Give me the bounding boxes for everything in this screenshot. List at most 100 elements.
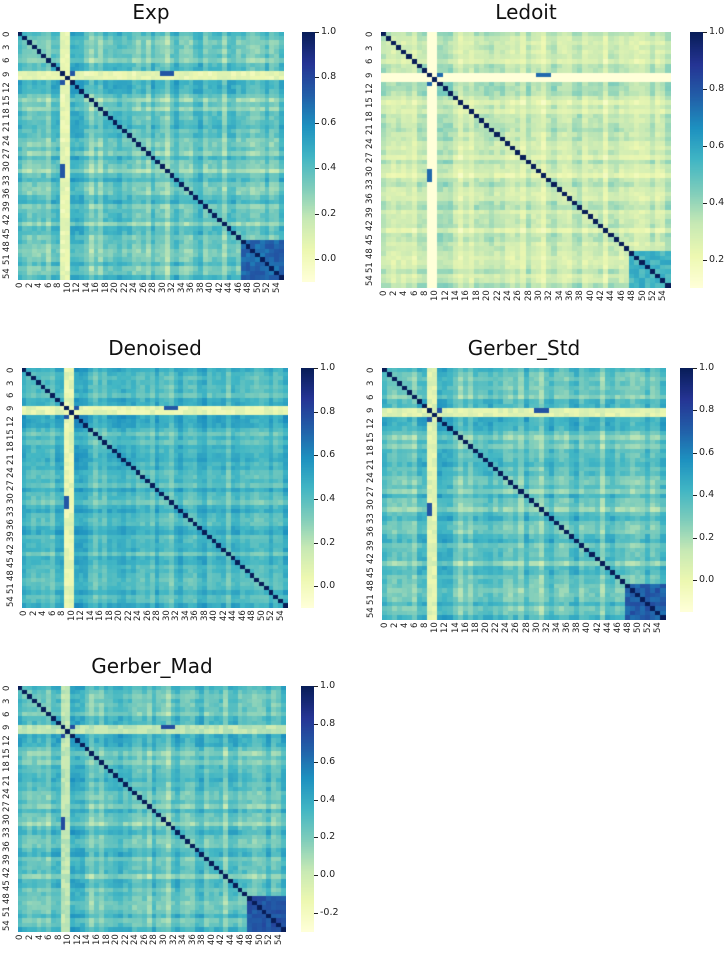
x-tick-label: 28 bbox=[148, 282, 159, 294]
x-tick-label: 20 bbox=[114, 610, 125, 622]
colorbar-tick-label: 0.2 bbox=[320, 831, 336, 843]
colorbar-tick-mark bbox=[314, 498, 318, 500]
colorbar-tick-label: 0.4 bbox=[709, 196, 725, 208]
x-tick-label: 18 bbox=[471, 290, 482, 302]
colorbar-tick-mark bbox=[315, 77, 319, 79]
colorbar-tick-mark bbox=[315, 32, 319, 33]
x-tick-label: 44 bbox=[225, 934, 236, 946]
x-tick-label: 32 bbox=[171, 610, 182, 622]
chart-title: Denoised bbox=[108, 336, 202, 360]
colorbar bbox=[680, 368, 693, 612]
x-tick-label: 54 bbox=[275, 610, 286, 622]
x-tick-label: 6 bbox=[409, 290, 420, 297]
x-tick-label: 50 bbox=[637, 290, 648, 302]
chart-title: Gerber_Std bbox=[467, 336, 581, 360]
x-tick-label: 4 bbox=[34, 282, 45, 289]
colorbar-tick-label: 0.2 bbox=[709, 253, 725, 265]
colorbar-tick-label: 0.8 bbox=[320, 717, 336, 729]
y-tick-label: 18 bbox=[2, 108, 12, 120]
heatmap-cells bbox=[22, 368, 288, 608]
y-tick-label: 39 bbox=[366, 540, 376, 551]
y-tick-label: 48 bbox=[2, 241, 12, 252]
y-tick-label: 45 bbox=[2, 227, 12, 239]
x-tick-label: 32 bbox=[167, 282, 178, 294]
y-tick-label: 21 bbox=[6, 454, 16, 466]
y-tick-label: 24 bbox=[2, 134, 12, 146]
y-tick-label: 0 bbox=[365, 31, 375, 37]
colorbar-tick-label: 0.8 bbox=[320, 405, 336, 417]
y-tick-label: 27 bbox=[2, 801, 12, 812]
x-tick-label: 4 bbox=[399, 622, 410, 629]
colorbar-tick-mark bbox=[315, 122, 319, 124]
y-tick-label: 15 bbox=[2, 748, 12, 760]
y-tick-label: 3 bbox=[2, 698, 12, 704]
y-tick-label: 27 bbox=[366, 486, 376, 497]
x-tick-label: 48 bbox=[622, 622, 633, 634]
x-tick-label: 42 bbox=[216, 934, 227, 946]
colorbar-tick-label: 0.4 bbox=[320, 492, 336, 504]
colorbar-tick-label: 0.6 bbox=[321, 116, 337, 128]
x-tick-label: 10 bbox=[63, 934, 74, 946]
colorbar-tick-mark bbox=[703, 145, 707, 147]
y-tick-label: 9 bbox=[6, 405, 16, 412]
x-tick-label: 10 bbox=[430, 290, 441, 302]
colorbar-tick-mark bbox=[693, 537, 697, 539]
colorbar-tick-label: 1.0 bbox=[321, 26, 337, 37]
x-tick-label: 8 bbox=[420, 290, 431, 297]
y-tick-label: 51 bbox=[6, 583, 16, 594]
x-tick-label: 14 bbox=[82, 934, 93, 946]
colorbar-tick-label: 0.4 bbox=[699, 489, 715, 501]
colorbar-tick-label: 1.0 bbox=[699, 362, 715, 373]
y-tick-label: 24 bbox=[6, 467, 16, 479]
x-tick-label: 14 bbox=[450, 622, 461, 634]
y-tick-label: 18 bbox=[6, 441, 16, 453]
y-tick-label: 36 bbox=[2, 840, 12, 852]
x-tick-label: 0 bbox=[19, 610, 30, 617]
y-tick-label: 45 bbox=[6, 557, 16, 569]
y-tick-label: 24 bbox=[2, 787, 12, 799]
x-tick-label: 48 bbox=[243, 282, 254, 294]
y-tick-label: 12 bbox=[365, 83, 375, 95]
y-tick-label: 36 bbox=[2, 188, 12, 199]
x-tick-label: 48 bbox=[627, 290, 638, 302]
y-tick-label: 51 bbox=[365, 261, 375, 273]
y-tick-label: 18 bbox=[2, 761, 12, 773]
y-tick-label: 30 bbox=[6, 493, 16, 504]
x-tick-label: 40 bbox=[205, 282, 216, 294]
y-tick-label: 24 bbox=[365, 138, 375, 150]
y-tick-label: 54 bbox=[2, 267, 12, 279]
y-tick-label: 42 bbox=[366, 553, 376, 565]
y-tick-label: 42 bbox=[365, 220, 375, 232]
y-tick-label: 15 bbox=[365, 97, 375, 109]
x-tick-label: 20 bbox=[111, 934, 122, 946]
y-tick-label: 39 bbox=[2, 853, 12, 865]
x-tick-label: 54 bbox=[271, 282, 282, 294]
y-tick-label: 42 bbox=[6, 544, 16, 556]
y-tick-label: 3 bbox=[365, 45, 375, 51]
x-tick-label: 52 bbox=[264, 934, 275, 946]
x-tick-label: 38 bbox=[572, 622, 583, 634]
y-tick-label: 30 bbox=[2, 814, 12, 826]
x-tick-label: 32 bbox=[544, 290, 555, 302]
x-tick-label: 18 bbox=[470, 622, 481, 634]
y-tick-label: 21 bbox=[365, 124, 375, 136]
x-tick-label: 44 bbox=[602, 622, 613, 634]
x-tick-label: 34 bbox=[178, 934, 189, 946]
x-tick-label: 46 bbox=[616, 290, 627, 302]
x-tick-label: 44 bbox=[228, 610, 239, 622]
x-tick-label: 28 bbox=[521, 622, 532, 634]
y-tick-label: 45 bbox=[366, 567, 376, 578]
y-tick-label: 27 bbox=[2, 148, 12, 159]
y-tick-label: 12 bbox=[6, 415, 16, 427]
colorbar bbox=[301, 368, 314, 608]
x-tick-label: 16 bbox=[95, 610, 106, 622]
x-tick-label: 44 bbox=[224, 282, 235, 294]
y-tick-label: 51 bbox=[2, 906, 12, 918]
y-tick-label: 51 bbox=[366, 594, 376, 605]
y-tick-label: 0 bbox=[366, 367, 376, 373]
y-tick-label: 51 bbox=[2, 254, 12, 266]
colorbar-tick-mark bbox=[703, 259, 707, 261]
x-tick-label: 10 bbox=[430, 622, 441, 634]
x-tick-label: 22 bbox=[491, 622, 502, 634]
y-tick-label: 42 bbox=[2, 214, 12, 226]
